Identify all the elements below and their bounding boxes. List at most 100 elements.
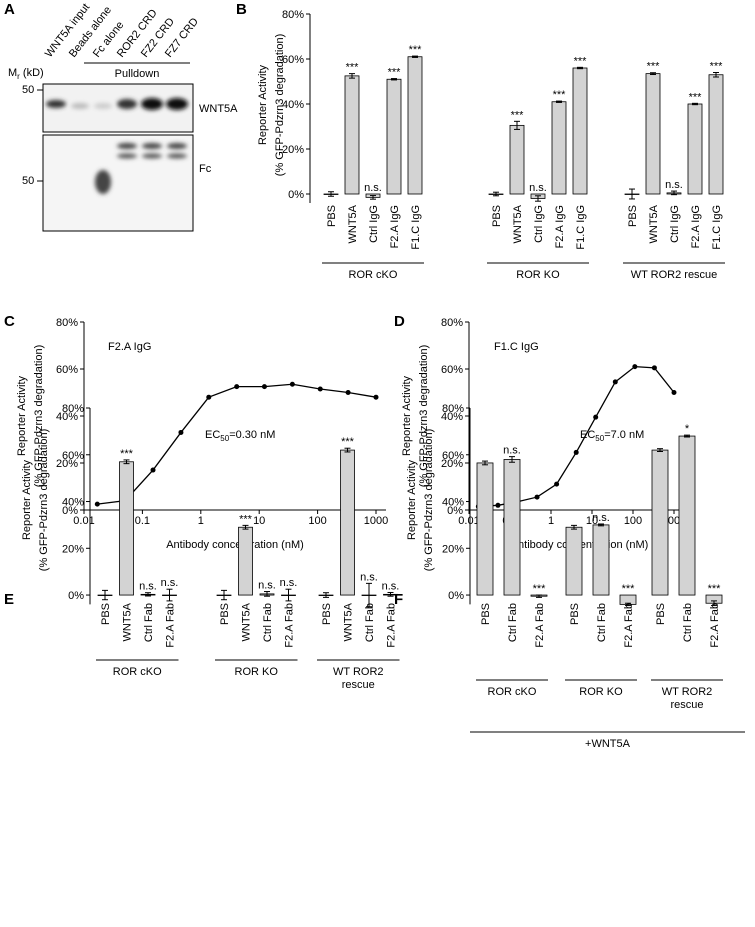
marker-label: 50 (22, 84, 34, 96)
mr: M (8, 67, 17, 79)
x-tick-label: PBS (569, 603, 581, 625)
point (289, 381, 295, 387)
y-axis-label: Reporter Activity (21, 459, 33, 540)
y-axis-label: (% GFP-Pdzrn3 degradation) (38, 429, 50, 571)
y-tick-label: 60% (282, 54, 304, 66)
y-tick-label: 0% (62, 505, 78, 517)
annotation: n.s. (360, 571, 378, 583)
x-tick-label: F2.A Fab (623, 603, 635, 648)
bar (509, 124, 525, 195)
x-tick-label: 100 (308, 515, 326, 527)
y-tick-label: 80% (62, 403, 84, 415)
group-label: ROR cKO (113, 666, 162, 678)
panel-a: A WNT5A input Beads alone Fc alone ROR2 … (4, 1, 238, 232)
error-bar (391, 78, 397, 81)
error-bar (629, 188, 635, 200)
error-bar (671, 190, 677, 196)
chart-title: F2.A IgG (108, 341, 151, 353)
group-label: ROR cKO (349, 269, 398, 281)
x-tick-label: Ctrl Fab (364, 603, 376, 642)
bar (687, 103, 703, 195)
y-axis-label: (% GFP-Pdzrn3 degradation) (33, 345, 45, 487)
bar (476, 462, 494, 596)
annotation: n.s. (364, 182, 382, 194)
point (593, 414, 599, 420)
x-tick-label: Ctrl Fab (262, 603, 274, 642)
error-bar (713, 72, 719, 78)
point (345, 390, 351, 395)
annotation-rest: =0.30 nM (229, 429, 275, 441)
annotation: n.s. (139, 581, 157, 593)
error-bar (145, 592, 151, 597)
annotation-sub: 50 (220, 434, 229, 443)
point (671, 390, 677, 395)
group-label: rescue (342, 679, 375, 691)
y-tick-label: 80% (442, 403, 464, 415)
y-tick-label: 40% (442, 497, 464, 509)
x-tick-label: F1.C IgG (410, 205, 422, 250)
annotation: *** (409, 44, 423, 56)
annotation: n.s. (529, 182, 547, 194)
y-tick-label: 80% (282, 9, 304, 21)
group-label: WT ROR2 (662, 686, 713, 698)
bar (503, 459, 521, 596)
y-tick-label: 60% (62, 450, 84, 462)
error-bar (711, 600, 717, 607)
y-tick-label: 20% (282, 144, 304, 156)
error-bar (493, 191, 499, 197)
error-bar (370, 195, 376, 200)
y-axis-label: Reporter Activity (257, 64, 269, 145)
y-tick-label: 0% (288, 189, 304, 201)
annotation: *** (120, 448, 134, 460)
error-bar (598, 523, 604, 527)
annotation-sub: 50 (595, 434, 604, 443)
annotation: n.s. (592, 512, 610, 524)
annotation-text: EC (580, 429, 595, 441)
point (534, 494, 540, 500)
x-tick-label: 0.1 (135, 515, 150, 527)
y-tick-label: 0% (447, 505, 463, 517)
x-tick-label: 100 (624, 515, 642, 527)
x-tick-label: Ctrl Fab (682, 603, 694, 642)
x-tick-label: F2.A IgG (554, 205, 566, 248)
blot-top (42, 83, 194, 133)
x-tick-label: PBS (219, 603, 231, 625)
x-tick-label: 10 (586, 515, 598, 527)
annotation: *** (622, 583, 636, 595)
panel-label: E (4, 591, 14, 608)
bar (119, 461, 134, 596)
y-tick-label: 80% (56, 317, 78, 329)
x-tick-label: F1.C IgG (575, 205, 587, 250)
x-tick-label: WNT5A (347, 204, 359, 243)
bar (708, 74, 724, 195)
y-tick-label: 20% (62, 543, 84, 555)
group-label: WT ROR2 (333, 666, 384, 678)
annotation-rest: =7.0 nM (604, 429, 644, 441)
y-tick-label: 60% (442, 450, 464, 462)
y-axis-label: (% GFP-Pdzrn3 degradation) (418, 345, 430, 487)
y-tick-label: 60% (441, 364, 463, 376)
error-bar (102, 589, 108, 601)
x-tick-label: F2.A Fab (284, 603, 296, 648)
error-bar (536, 594, 542, 598)
annotation: *** (574, 55, 588, 67)
x-tick-label: PBS (480, 603, 492, 625)
mr-label: Mr (kD) (8, 67, 44, 81)
annotation: *** (388, 67, 402, 79)
error-bar (366, 582, 372, 608)
error-bar (650, 72, 656, 76)
error-bar (242, 524, 249, 530)
error-bar (692, 102, 698, 106)
blot-bottom (42, 134, 194, 232)
annotation-text: EC (205, 429, 220, 441)
y-tick-label: 20% (441, 458, 463, 470)
point (373, 394, 379, 400)
point (573, 449, 579, 455)
footer-label: +WNT5A (585, 738, 631, 750)
point (632, 364, 638, 370)
group-label: WT ROR2 rescue (631, 269, 718, 281)
error-bar (221, 589, 227, 601)
error-bar (412, 55, 418, 58)
x-tick-label: F2.A Fab (534, 603, 546, 648)
annotation: n.s. (280, 577, 298, 589)
